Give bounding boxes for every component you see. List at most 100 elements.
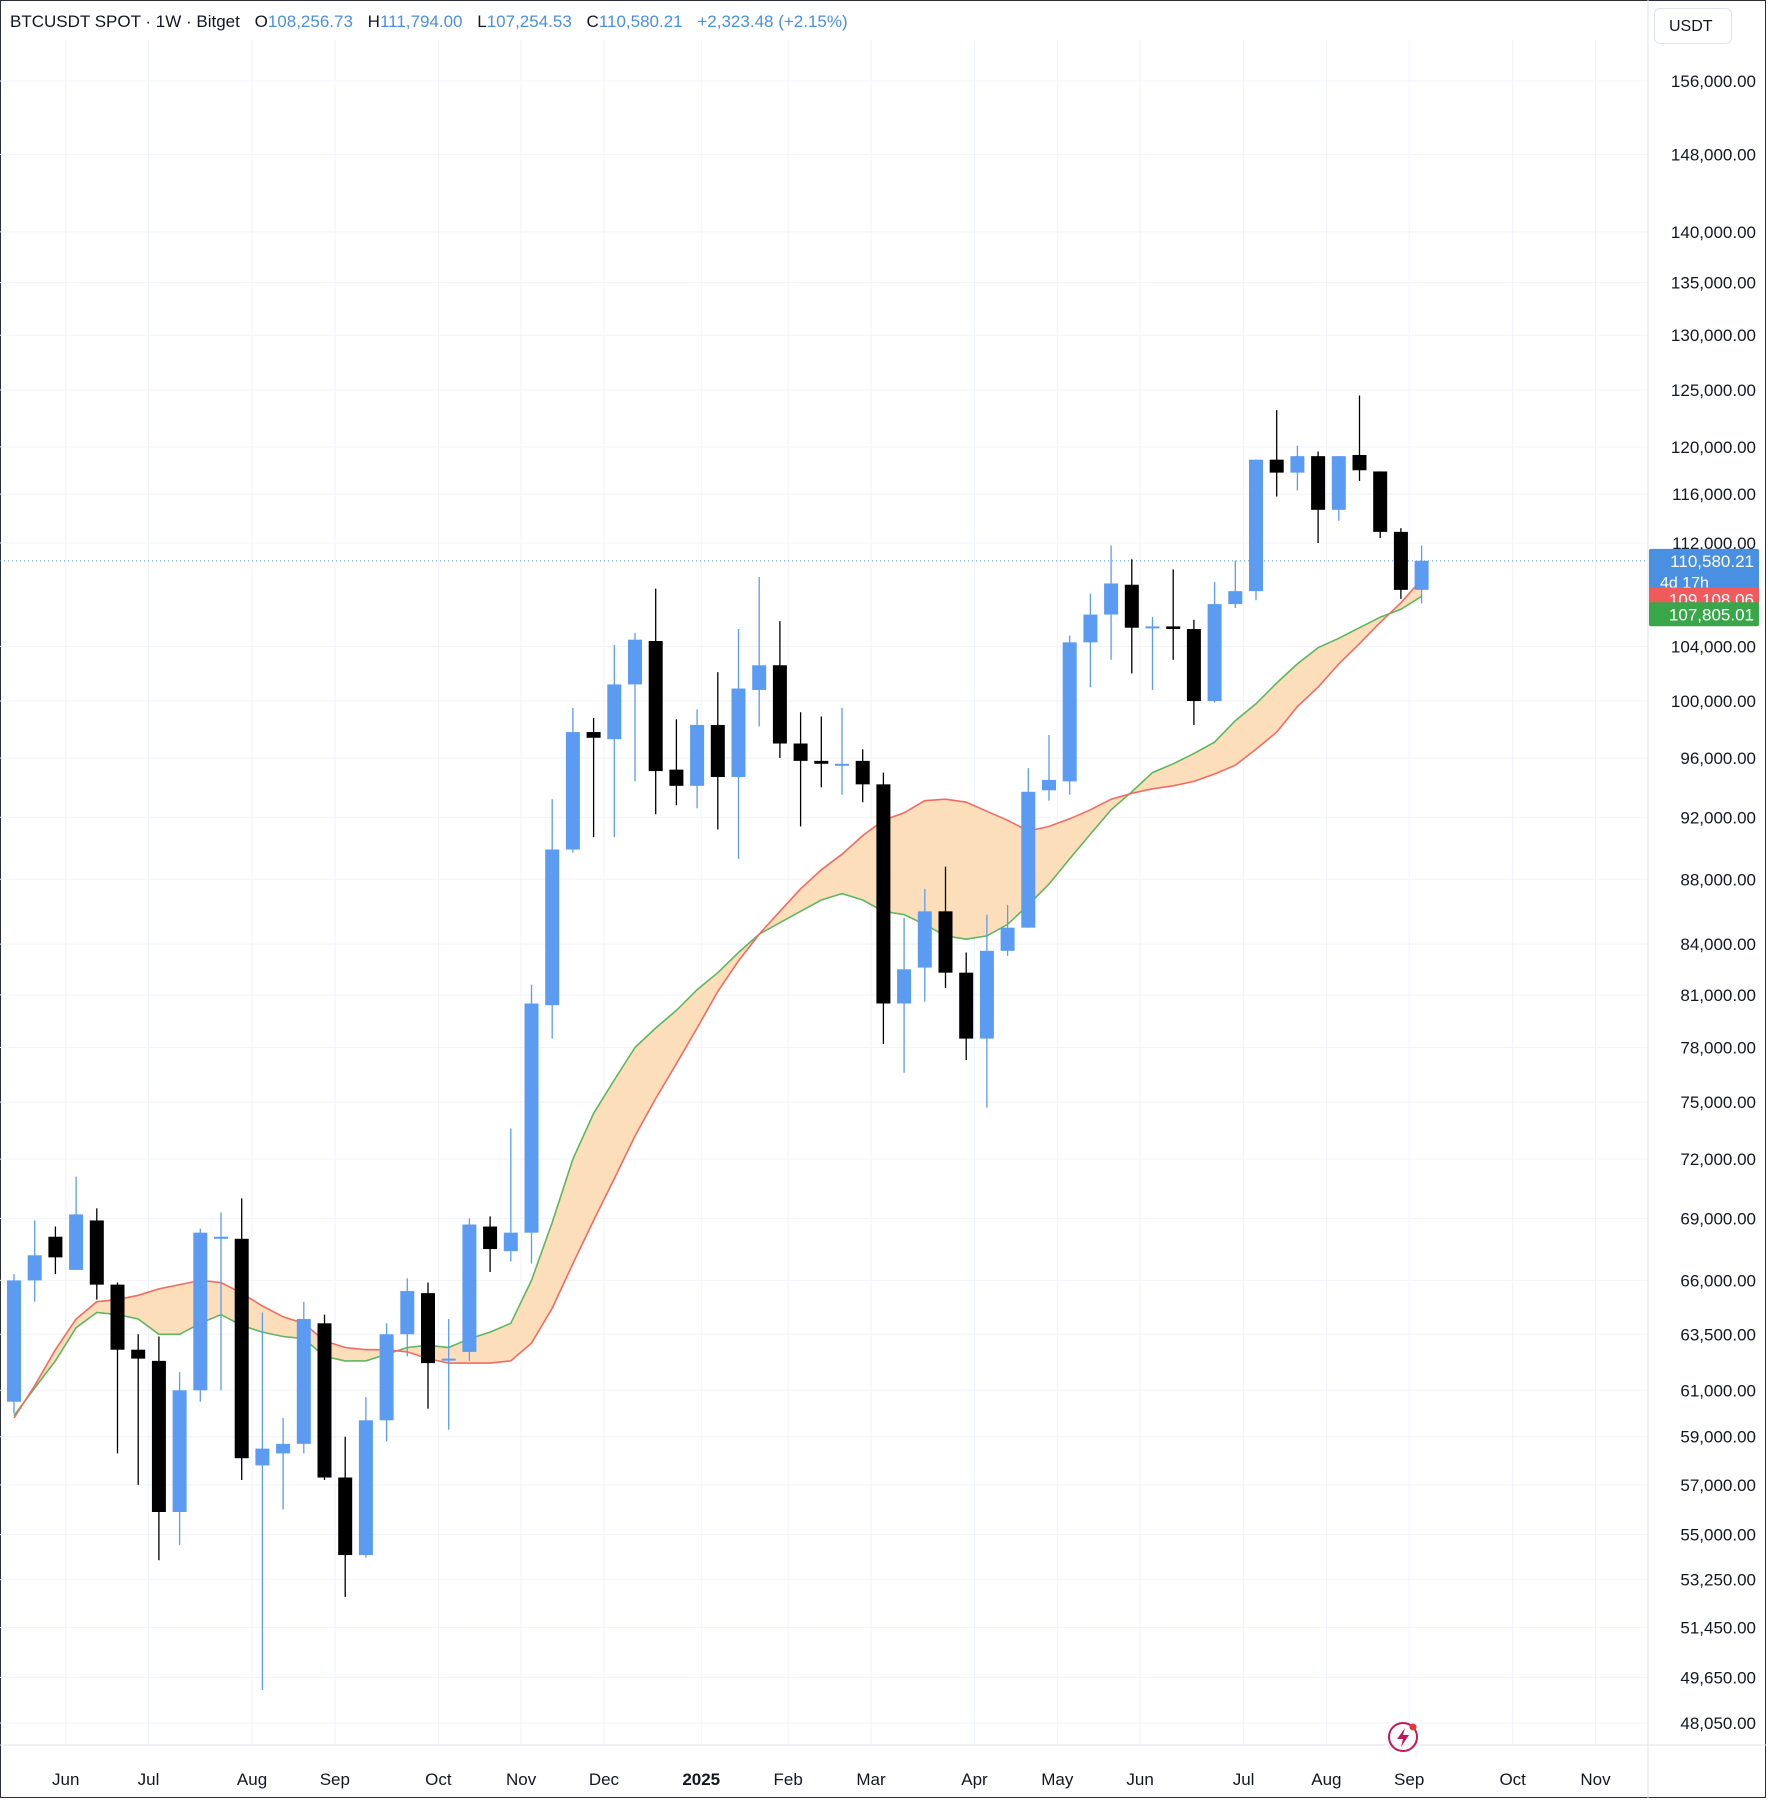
price-tick-label: 96,000.00 [1680, 749, 1756, 768]
candle-body [110, 1284, 125, 1350]
candle-body [1124, 584, 1139, 628]
price-tick-label: 156,000.00 [1671, 72, 1756, 91]
candle [234, 1198, 249, 1480]
candle [421, 1282, 435, 1409]
candle-body [317, 1323, 332, 1478]
candle-body [1311, 456, 1326, 510]
price-tick-label: 92,000.00 [1680, 808, 1756, 827]
candle [1393, 528, 1408, 599]
candle [979, 914, 994, 1108]
candle-body [938, 911, 953, 973]
time-tick-label: Nov [506, 1770, 537, 1789]
price-tick-label: 72,000.00 [1680, 1150, 1756, 1169]
candle [1414, 545, 1429, 604]
price-tick-label: 51,450.00 [1680, 1619, 1756, 1638]
price-tick-label: 53,250.00 [1680, 1571, 1756, 1590]
price-axis: 156,000.00 148,000.00 140,000.00 135,000.00… [1671, 72, 1756, 1733]
time-tick-label: Oct [425, 1770, 452, 1789]
candle [1249, 459, 1263, 601]
high-label: H [367, 12, 380, 31]
time-tick-label: Nov [1580, 1770, 1611, 1789]
candle-body [1393, 531, 1408, 590]
candle [1062, 635, 1077, 795]
candle [814, 716, 829, 788]
candle [524, 984, 539, 1264]
ohlc-legend: BTCUSDT SPOT · 1W · Bitget O108,256.73 H… [10, 12, 848, 32]
candle [69, 1176, 84, 1270]
candle [897, 917, 912, 1073]
candle [1373, 471, 1388, 539]
candle-body [7, 1280, 21, 1402]
currency-unit-button[interactable]: USDT [1654, 8, 1732, 44]
time-tick-label: May [1041, 1770, 1074, 1789]
price-tick-label: 78,000.00 [1680, 1038, 1756, 1057]
candle-body [234, 1238, 249, 1459]
candle-body [876, 784, 891, 1004]
candle [876, 772, 891, 1044]
candle-body [917, 911, 932, 968]
candle [400, 1278, 415, 1357]
candle-body [835, 763, 849, 766]
candle [255, 1312, 270, 1691]
candle-body [648, 641, 663, 772]
candle-body [441, 1358, 456, 1361]
candle [1042, 734, 1056, 801]
candle [1290, 445, 1305, 491]
price-tick-label: 57,000.00 [1680, 1476, 1756, 1495]
candle [1228, 560, 1243, 609]
candle [607, 645, 622, 838]
lightning-bolt-icon[interactable] [1386, 1720, 1420, 1754]
candle-body [1228, 591, 1243, 605]
price-tick-label: 88,000.00 [1680, 870, 1756, 889]
time-tick-label: Aug [237, 1770, 267, 1789]
candle-body [131, 1349, 146, 1359]
candle [628, 633, 642, 782]
candle-body [710, 724, 725, 777]
price-tick-label: 140,000.00 [1671, 223, 1756, 242]
price-tick-label: 48,050.00 [1680, 1714, 1756, 1733]
candle-body [524, 1003, 539, 1233]
candle [1207, 582, 1222, 703]
candle-body [1083, 614, 1098, 643]
candle [690, 709, 705, 809]
candle-body [48, 1236, 63, 1258]
candle-body [897, 969, 912, 1004]
candle [151, 1336, 166, 1561]
time-tick-label: Mar [856, 1770, 886, 1789]
time-tick-label: Sep [320, 1770, 350, 1789]
candle-body [483, 1226, 498, 1250]
candle [1000, 904, 1015, 956]
candle-body [276, 1443, 291, 1454]
time-tick-label: Feb [774, 1770, 803, 1789]
candle-body [628, 639, 642, 685]
price-tick-label: 66,000.00 [1680, 1271, 1756, 1290]
candle [835, 708, 849, 795]
candle-body [752, 665, 767, 690]
candle [172, 1372, 187, 1545]
candle [586, 717, 601, 838]
candle [296, 1301, 311, 1454]
candle [441, 1318, 456, 1430]
candle [752, 577, 767, 727]
ema-fast-tag: 107,805.01 [1649, 602, 1759, 627]
symbol-title[interactable]: BTCUSDT SPOT · 1W · Bitget [10, 12, 240, 31]
candle-body [255, 1448, 270, 1466]
candle-body [1062, 642, 1077, 782]
candle [648, 588, 663, 815]
candle [7, 1274, 21, 1414]
candle [1311, 451, 1326, 544]
candle [793, 712, 808, 827]
time-tick-label: Sep [1394, 1770, 1424, 1789]
candles [7, 395, 1429, 1691]
price-tick-label: 135,000.00 [1671, 274, 1756, 293]
time-tick-label: Aug [1311, 1770, 1341, 1789]
time-tick-label: Jun [1126, 1770, 1153, 1789]
open-label: O [254, 12, 268, 31]
candle-body [959, 972, 974, 1039]
price-tick-label: 116,000.00 [1672, 485, 1756, 504]
candle-body [1042, 779, 1056, 791]
candle-body [793, 743, 808, 761]
time-tick-label: Oct [1499, 1770, 1526, 1789]
candle-body [1145, 626, 1160, 629]
